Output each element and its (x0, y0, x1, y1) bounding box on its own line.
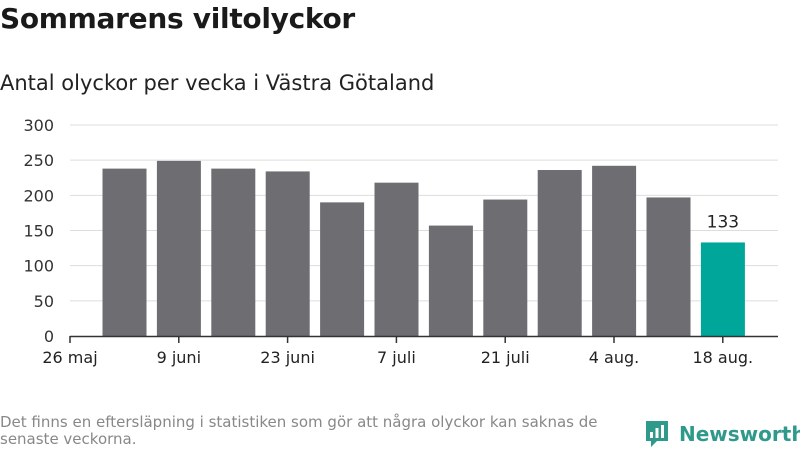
y-tick-label: 150 (23, 222, 54, 241)
x-tick-label: 7 juli (377, 348, 416, 367)
chart-subtitle: Antal olyckor per vecka i Västra Götalan… (0, 71, 435, 95)
newsworthy-logo-icon (646, 421, 668, 447)
y-tick-label: 200 (23, 186, 54, 205)
x-tick-label: 18 aug. (692, 348, 753, 367)
y-tick-label: 300 (23, 116, 54, 135)
bar (646, 197, 691, 336)
y-axis-ticks: 0 50 100 150 200 250 300 (23, 116, 54, 346)
x-tick-label: 9 juni (157, 348, 201, 367)
bar (483, 199, 528, 336)
bar (156, 160, 201, 336)
bar (537, 170, 582, 336)
y-tick-label: 0 (44, 327, 54, 346)
bar (320, 202, 365, 336)
y-tick-label: 250 (23, 151, 54, 170)
bar-highlight (700, 242, 745, 336)
bar (265, 171, 310, 336)
x-tick-label: 26 maj (42, 348, 97, 367)
bar (374, 182, 419, 336)
data-labels: 133 (707, 212, 739, 232)
bar (428, 225, 473, 336)
bar-chart: 0 50 100 150 200 250 300 133 26 maj 9 juni 23 ju… (23, 116, 778, 367)
brand-logo: Newsworthy (644, 419, 800, 449)
bar (102, 168, 147, 336)
footnote: Det finns en eftersläpning i statistiken… (0, 413, 598, 448)
bar (592, 165, 637, 336)
x-tick-label: 21 juli (481, 348, 530, 367)
x-tick-label: 23 juni (260, 348, 315, 367)
brand-name: Newsworthy (679, 422, 800, 446)
bars (102, 160, 745, 336)
x-tick-label: 4 aug. (589, 348, 639, 367)
y-tick-label: 100 (23, 257, 54, 276)
x-axis-ticks: 26 maj 9 juni 23 juni 7 juli 21 juli 4 aug. 18… (42, 336, 753, 367)
bar (211, 168, 256, 336)
chart-title: Sommarens viltolyckor (0, 2, 355, 35)
y-tick-label: 50 (34, 292, 54, 311)
bar-value-label: 133 (707, 212, 739, 232)
